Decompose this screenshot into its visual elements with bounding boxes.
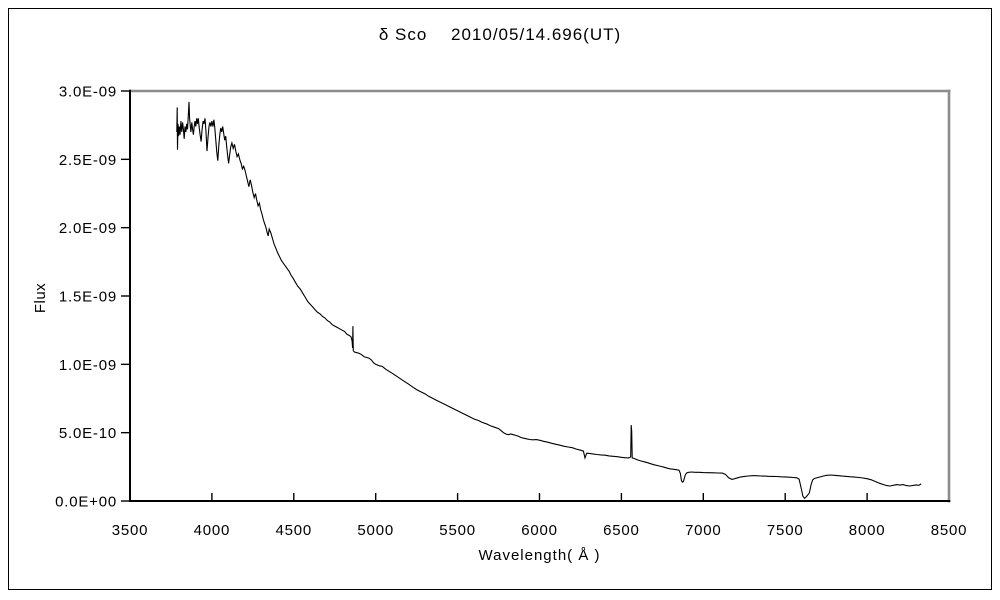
x-tick-label: 4000 bbox=[194, 522, 231, 539]
x-tick-label: 8000 bbox=[849, 522, 886, 539]
y-tick-label: 5.0E-10 bbox=[59, 425, 117, 442]
x-tick-label: 3500 bbox=[112, 522, 149, 539]
x-tick-label: 5000 bbox=[357, 522, 394, 539]
x-tick-label: 6000 bbox=[521, 522, 558, 539]
spectrum-line bbox=[176, 101, 922, 500]
x-axis-title: Wavelength( Å ) bbox=[478, 547, 601, 564]
x-tick-label: 5500 bbox=[439, 522, 476, 539]
x-tick-label: 6500 bbox=[603, 522, 640, 539]
y-tick-label: 2.5E-09 bbox=[59, 152, 117, 169]
x-tick-label: 4500 bbox=[276, 522, 313, 539]
y-tick-label: 3.0E-09 bbox=[59, 84, 117, 101]
y-tick-label: 0.0E+00 bbox=[55, 494, 117, 511]
chart-title: δ Sco 2010/05/14.696(UT) bbox=[378, 25, 622, 44]
x-tick-label: 8500 bbox=[931, 522, 968, 539]
y-tick-label: 1.5E-09 bbox=[59, 289, 117, 306]
y-tick-label: 1.0E-09 bbox=[59, 357, 117, 374]
x-tick-label: 7000 bbox=[685, 522, 722, 539]
x-tick-label: 7500 bbox=[767, 522, 804, 539]
y-tick-label: 2.0E-09 bbox=[59, 220, 117, 237]
